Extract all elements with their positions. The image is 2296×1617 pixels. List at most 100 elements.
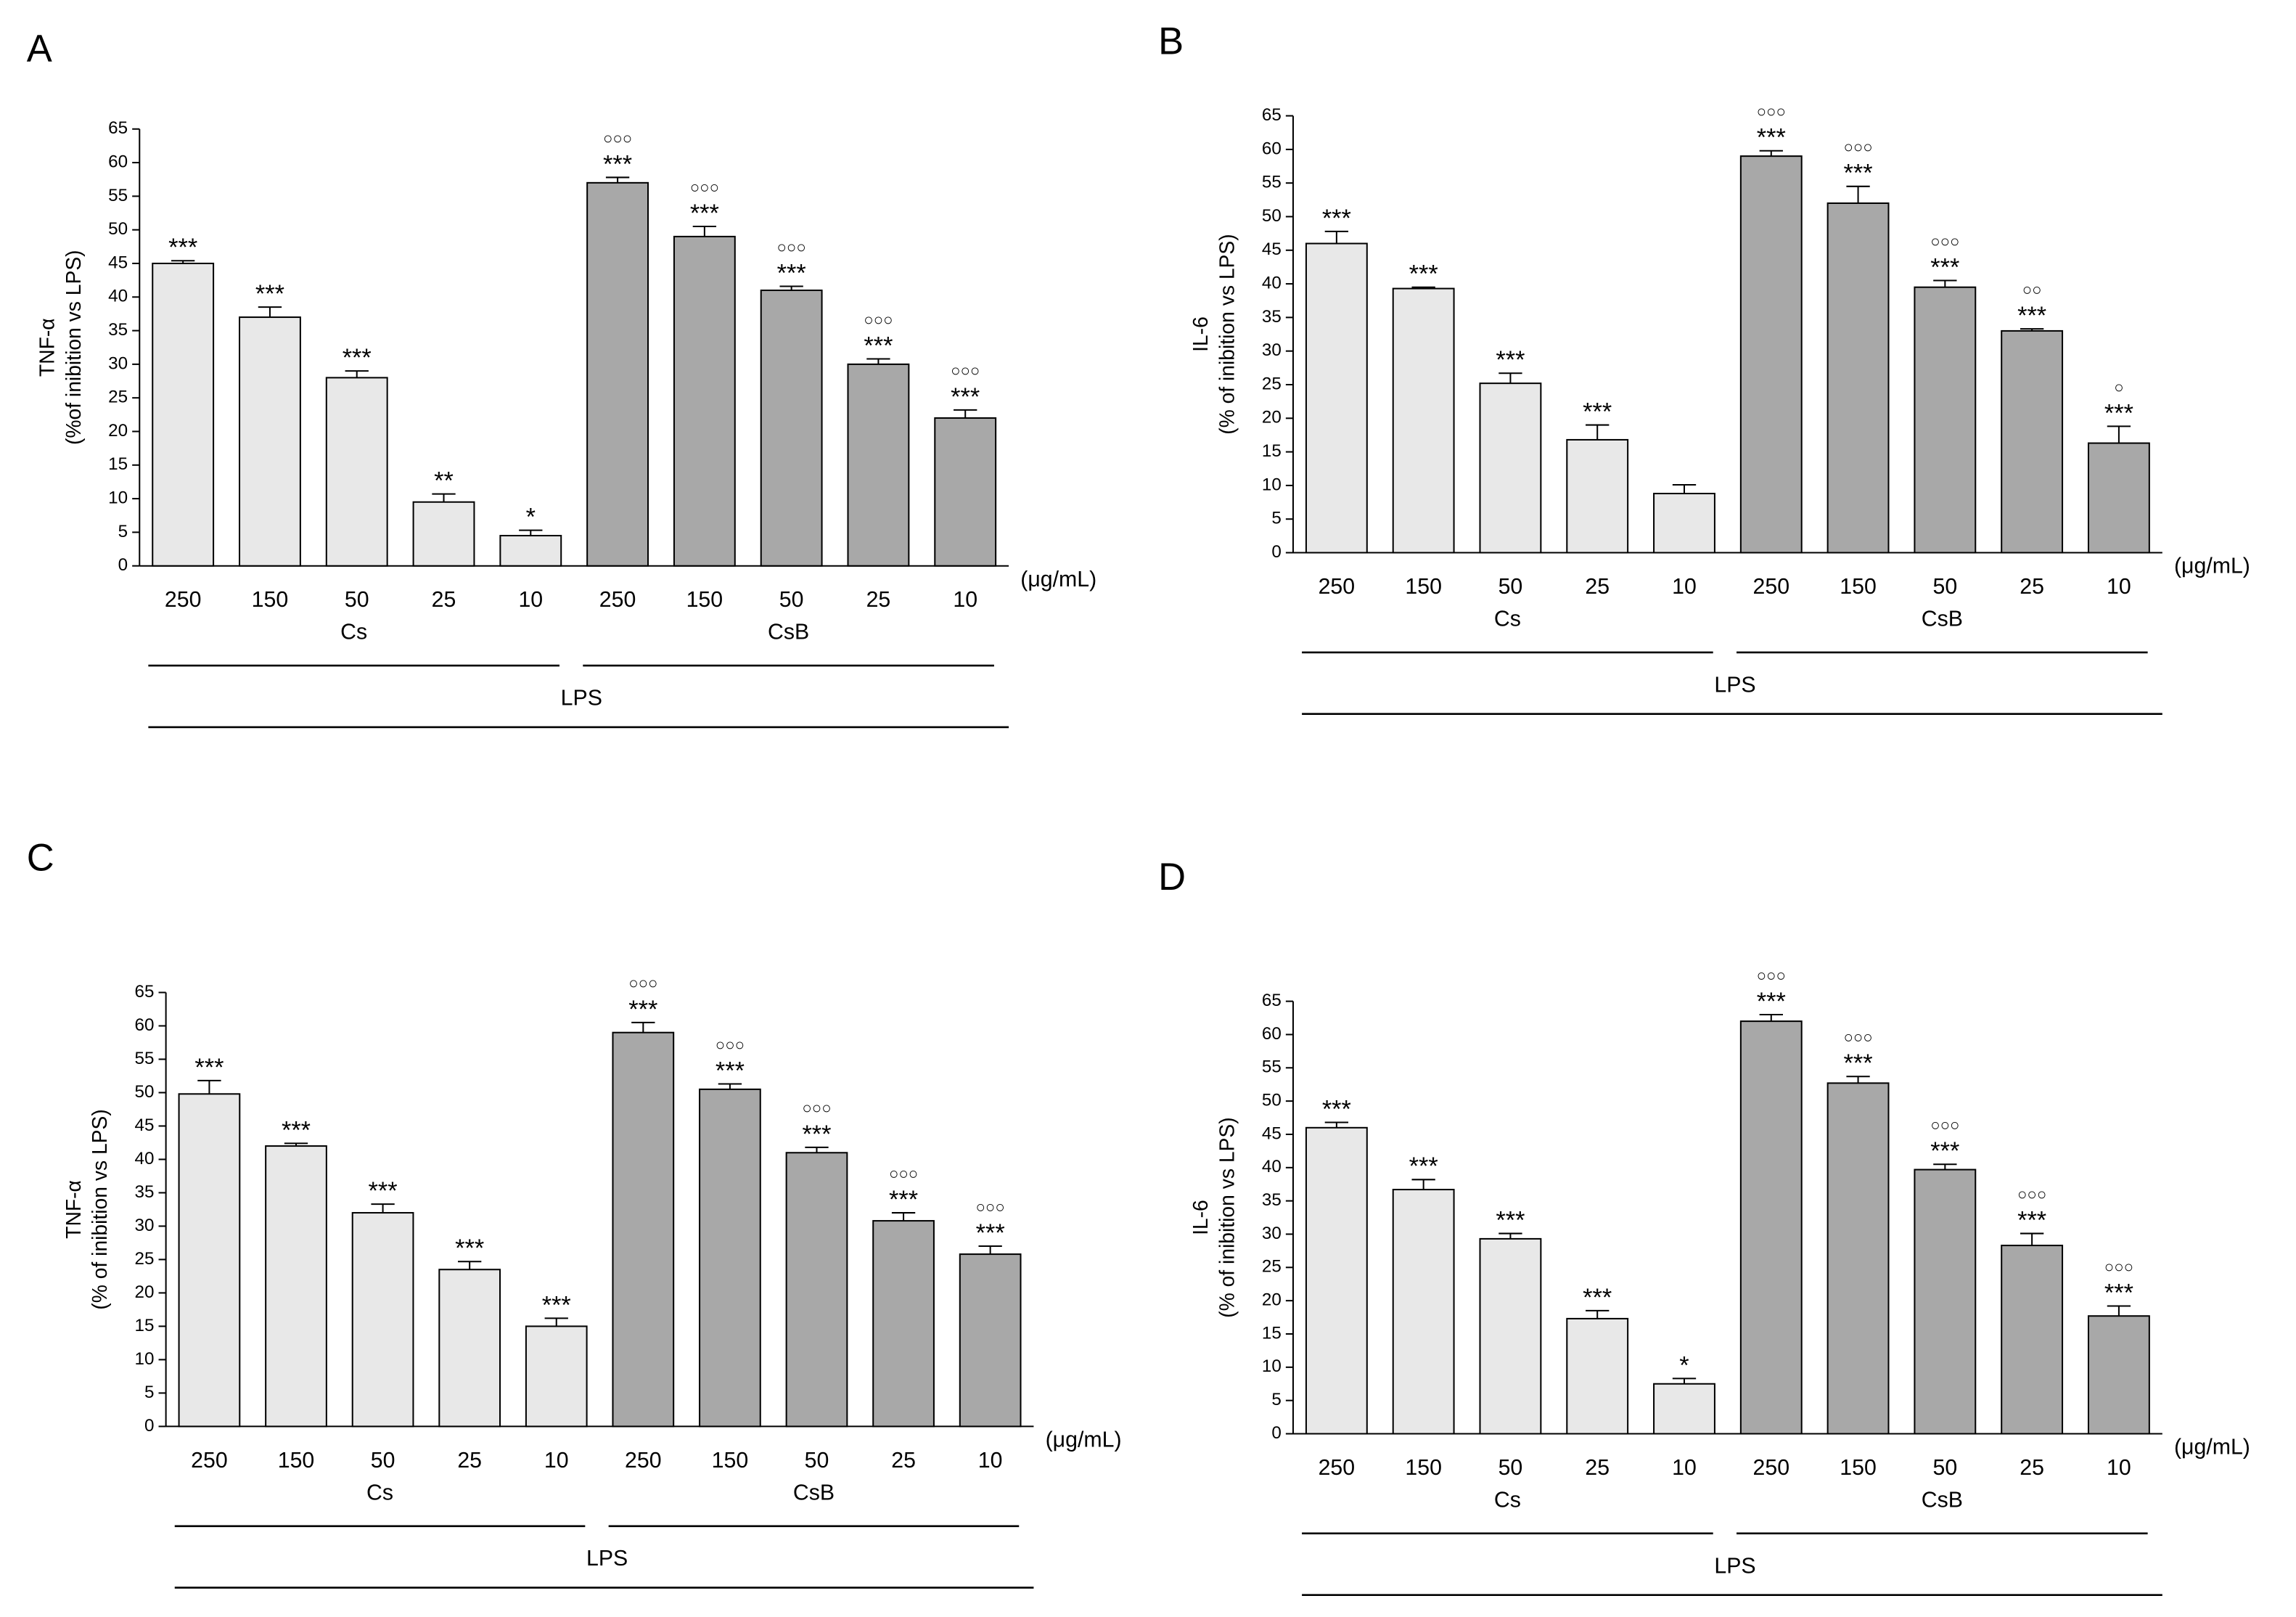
significance-stars: *** — [603, 150, 632, 178]
significance-circles: ○○○ — [628, 974, 657, 992]
y-axis-label: (% of inibition vs LPS) — [1215, 234, 1239, 435]
y-tick-label: 45 — [1262, 1123, 1282, 1143]
y-axis-label: (% of inibition vs LPS) — [1215, 1117, 1239, 1318]
y-tick-label: 40 — [108, 287, 128, 306]
significance-stars: *** — [542, 1291, 571, 1319]
group-label: Cs — [340, 621, 367, 644]
y-tick-label: 0 — [118, 555, 128, 575]
x-tick-label: 50 — [1933, 575, 1958, 599]
y-axis-label: (%of inibition vs LPS) — [62, 250, 85, 445]
panel-label: B — [1158, 20, 1184, 62]
y-tick-label: 45 — [135, 1115, 155, 1135]
error-bar — [2020, 328, 2044, 331]
x-tick-label: 10 — [2107, 575, 2131, 599]
x-tick-label: 150 — [278, 1449, 315, 1473]
chart-panel: B 0 5 10 15 20 25 30 35 40 45 50 55 60 65 IL-6 (% of ini… — [1158, 20, 2250, 716]
y-tick-label: 30 — [135, 1216, 155, 1235]
y-tick-label: 50 — [1262, 1091, 1282, 1110]
x-unit: (μg/mL) — [2174, 554, 2250, 578]
y-tick-label: 65 — [1262, 105, 1282, 125]
outer-group-label: LPS — [1714, 673, 1755, 697]
group-label: Cs — [366, 1481, 393, 1505]
outer-group-label: LPS — [1714, 1554, 1755, 1578]
y-tick-label: 25 — [108, 388, 128, 407]
x-tick-label: 50 — [1933, 1456, 1958, 1480]
y-tick-label: 25 — [1262, 374, 1282, 393]
bar — [1826, 202, 1890, 554]
significance-stars: *** — [2017, 1206, 2046, 1234]
y-tick-label: 15 — [1262, 1323, 1282, 1343]
error-bar — [1672, 483, 1697, 494]
y-tick-label: 60 — [108, 152, 128, 171]
y-tick-label: 10 — [135, 1349, 155, 1369]
significance-stars: ** — [434, 467, 454, 495]
y-tick-label: 65 — [135, 982, 155, 1002]
x-tick-label: 250 — [1753, 575, 1790, 599]
error-bar — [284, 1142, 308, 1147]
y-tick-label: 65 — [108, 118, 128, 138]
y-tick-label: 40 — [135, 1149, 155, 1168]
significance-stars: *** — [628, 996, 657, 1023]
y-tick-label: 60 — [135, 1015, 155, 1035]
y-tick-label: 60 — [1262, 1024, 1282, 1044]
y-tick-label: 50 — [1262, 206, 1282, 226]
y-axis-label: IL-6 — [1189, 316, 1212, 352]
bar — [1479, 1237, 1542, 1435]
significance-circles: ○○○ — [976, 1198, 1005, 1216]
bar — [2001, 329, 2064, 554]
significance-circles: ○○○ — [1930, 1116, 1959, 1134]
x-tick-label: 150 — [1405, 575, 1442, 599]
significance-circles: ○○○ — [603, 129, 632, 147]
panel-label: D — [1158, 856, 1186, 898]
bar — [760, 290, 823, 567]
bar — [699, 1088, 761, 1428]
x-tick-label: 150 — [1840, 575, 1877, 599]
x-tick-label: 250 — [625, 1449, 662, 1473]
bar — [1653, 1383, 1715, 1435]
y-tick-label: 50 — [108, 219, 128, 239]
x-tick-label: 10 — [953, 588, 977, 612]
bar — [673, 235, 736, 567]
bar — [872, 1220, 935, 1428]
bar — [152, 262, 215, 567]
x-unit: (μg/mL) — [1046, 1428, 1122, 1452]
significance-stars: *** — [194, 1054, 224, 1081]
significance-circles: ○○○ — [1757, 102, 1786, 120]
x-tick-label: 50 — [345, 588, 369, 612]
significance-stars: *** — [1930, 253, 1959, 281]
bar — [1305, 242, 1368, 554]
y-tick-label: 60 — [1262, 139, 1282, 158]
y-tick-label: 10 — [108, 488, 128, 507]
group-label: CsB — [768, 621, 809, 644]
significance-circles: ○○○ — [690, 178, 719, 196]
bar — [934, 417, 997, 567]
x-tick-label: 250 — [1753, 1456, 1790, 1480]
significance-stars: *** — [168, 234, 197, 261]
x-tick-label: 50 — [779, 588, 804, 612]
error-bar — [1586, 1309, 1610, 1319]
x-tick-label: 25 — [432, 588, 456, 612]
group-label: Cs — [1494, 607, 1521, 631]
significance-stars: *** — [343, 344, 372, 372]
group-label: CsB — [793, 1481, 835, 1505]
bar — [2001, 1245, 2064, 1435]
significance-stars: *** — [1496, 346, 1525, 374]
y-axis-label: TNF-α — [62, 1180, 85, 1239]
x-tick-label: 10 — [1672, 575, 1697, 599]
significance-stars: *** — [1844, 160, 1873, 187]
y-tick-label: 40 — [1262, 1157, 1282, 1176]
x-tick-label: 250 — [1319, 575, 1356, 599]
outer-group-label: LPS — [561, 687, 602, 711]
error-bar — [1411, 1179, 1435, 1190]
bar — [1305, 1126, 1368, 1435]
y-tick-label: 0 — [144, 1416, 154, 1436]
error-bar — [1759, 150, 1783, 157]
x-tick-label: 25 — [2020, 1456, 2044, 1480]
bar — [1392, 1189, 1455, 1435]
bar — [612, 1031, 675, 1428]
significance-stars: * — [526, 504, 536, 531]
x-tick-label: 10 — [1672, 1456, 1697, 1480]
significance-stars: *** — [777, 259, 806, 287]
significance-stars: *** — [1409, 1153, 1438, 1180]
significance-circles: ○○○ — [2104, 1258, 2133, 1276]
